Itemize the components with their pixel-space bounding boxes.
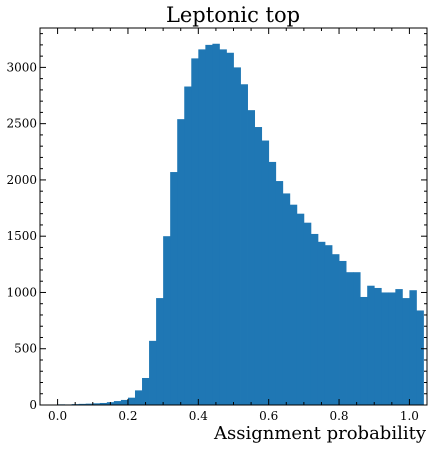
histogram-bar [346, 272, 354, 405]
y-tick-label: 0 [29, 398, 37, 412]
histogram-bar [113, 401, 122, 405]
histogram-bar [120, 399, 129, 405]
histogram-bar [261, 140, 270, 406]
histogram-bar [381, 292, 389, 405]
histogram-bar [134, 390, 143, 405]
y-tick-label: 500 [14, 342, 37, 356]
y-tick-label: 3000 [6, 60, 37, 74]
x-tick-label: 0.2 [118, 409, 137, 423]
histogram-bar [92, 403, 101, 405]
histogram-bar [416, 310, 424, 405]
x-tick-label: 0.0 [48, 409, 67, 423]
x-tick-label: 1.0 [400, 409, 419, 423]
chart-title: Leptonic top [166, 3, 300, 27]
histogram-bar [240, 84, 248, 406]
histogram-bar [212, 43, 220, 406]
histogram-bar [402, 298, 410, 405]
bars-group [57, 43, 424, 406]
histogram-bar [254, 127, 263, 405]
histogram-bar [177, 119, 185, 406]
histogram-bar [205, 44, 213, 406]
histogram-bar [127, 397, 136, 405]
histogram-bar [289, 204, 298, 405]
histogram-bar [317, 241, 326, 405]
histogram-bar [233, 67, 241, 405]
histogram-bar [353, 272, 361, 405]
y-tick-label: 1000 [6, 285, 37, 299]
histogram-bar [296, 213, 305, 405]
ticks-group: 0.0 0.2 0.4 0.6 0.8 1.0 0 500 1000 1500 2000 2500 30… [6, 28, 428, 423]
x-tick-label: 0.6 [259, 409, 278, 423]
histogram-bar [163, 236, 171, 405]
histogram-bar [85, 403, 94, 405]
histogram-bar [409, 290, 417, 405]
histogram-bar [395, 289, 403, 405]
histogram-bar [360, 296, 368, 405]
histogram-bar [78, 403, 87, 405]
histogram-bar [332, 254, 340, 405]
histogram-bar [282, 193, 291, 405]
x-tick-label: 0.8 [329, 409, 348, 423]
histogram-bar [324, 245, 333, 405]
histogram-bar [170, 172, 178, 405]
y-tick-label: 2000 [6, 173, 37, 187]
histogram-bar [388, 292, 396, 405]
histogram-bar [219, 49, 227, 406]
histogram-bar [184, 86, 192, 405]
histogram-bar [310, 233, 319, 405]
histogram-bar [226, 52, 234, 405]
histogram-bar [156, 298, 164, 405]
y-tick-label: 2500 [6, 117, 37, 131]
histogram-bar [275, 181, 284, 405]
histogram-bar [339, 260, 347, 405]
x-tick-label: 0.4 [189, 409, 208, 423]
histogram-bar [247, 110, 256, 406]
y-tick-label: 1500 [6, 229, 37, 243]
histogram-bar [268, 161, 277, 405]
histogram-bar [367, 285, 375, 405]
histogram-bar [142, 377, 150, 405]
histogram-bar [99, 402, 108, 405]
histogram-bar [303, 222, 312, 405]
x-axis-label: Assignment probability [213, 423, 427, 444]
histogram-bar [374, 287, 382, 405]
histogram-bar [198, 49, 206, 406]
histogram-bar [149, 340, 157, 405]
histogram-bar [191, 58, 199, 406]
